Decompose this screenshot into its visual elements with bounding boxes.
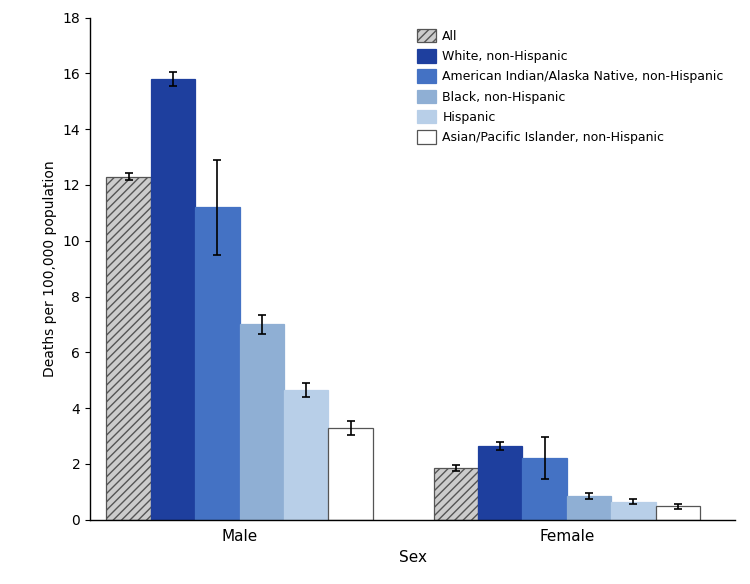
Bar [106, 176, 151, 520]
Bar [656, 506, 700, 520]
X-axis label: Sex: Sex [398, 550, 427, 565]
Bar [151, 79, 195, 520]
Bar [611, 502, 656, 520]
Bar [433, 468, 478, 520]
Bar [567, 496, 611, 520]
Bar [328, 427, 373, 520]
Bar [284, 390, 328, 520]
Bar [239, 325, 284, 520]
Y-axis label: Deaths per 100,000 population: Deaths per 100,000 population [43, 161, 57, 377]
Bar [522, 458, 567, 520]
Bar [195, 207, 239, 520]
Legend: All, White, non-Hispanic, American Indian/Alaska Native, non-Hispanic, Black, no: All, White, non-Hispanic, American India… [413, 24, 729, 149]
Bar [478, 446, 522, 520]
